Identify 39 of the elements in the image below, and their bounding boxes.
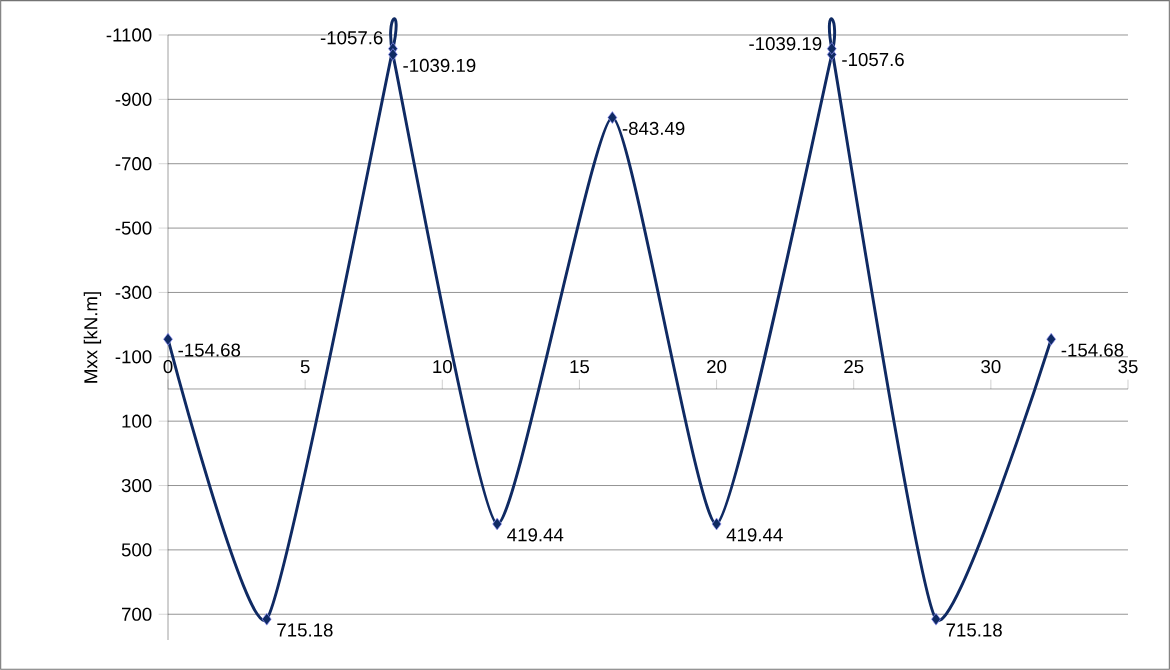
point (163, 332, 173, 346)
point (388, 48, 398, 61)
data-label: -154.68 (178, 343, 241, 357)
data-label: -1057.6 (320, 31, 383, 45)
y-axis-title: Mxx [kN.m] (83, 292, 102, 383)
y-tick-label: -700 (115, 157, 152, 171)
y-tick-label: 100 (122, 414, 152, 428)
point (261, 612, 272, 626)
data-label: 419.44 (507, 528, 564, 542)
data-label: 715.18 (277, 623, 333, 637)
x-tick-label: 30 (981, 359, 1001, 374)
data-label: -1057.6 (842, 52, 904, 67)
point (931, 612, 941, 626)
data-label: 715.18 (946, 623, 1002, 637)
point (711, 517, 722, 531)
data-label: -154.68 (1061, 343, 1124, 357)
y-tick-label: 500 (121, 543, 152, 557)
y-tick-label: -300 (115, 285, 152, 300)
data-label: -843.49 (622, 121, 685, 136)
x-tick-label: 35 (1118, 359, 1138, 374)
y-tick-label: -1100 (106, 28, 152, 42)
point (826, 42, 837, 55)
x-tick-label: 15 (570, 360, 590, 374)
x-tick-label: 25 (844, 359, 864, 374)
data-label: -1039.19 (749, 37, 822, 51)
y-tick-label: -100 (115, 350, 152, 364)
y-tick-label: 700 (122, 607, 152, 621)
y-tick-label: -500 (115, 221, 152, 235)
point (492, 517, 502, 531)
y-tick-label: -900 (115, 92, 152, 106)
x-tick-label: 5 (300, 360, 310, 374)
point (1046, 332, 1057, 346)
x-tick-label: 0 (163, 359, 173, 374)
x-tick-label: 20 (707, 359, 727, 374)
x-tick-label: 10 (433, 359, 452, 374)
point (607, 111, 618, 124)
data-label: 419.44 (726, 528, 783, 542)
y-tick-label: 300 (121, 478, 152, 493)
data-label: -1039.19 (403, 58, 476, 73)
